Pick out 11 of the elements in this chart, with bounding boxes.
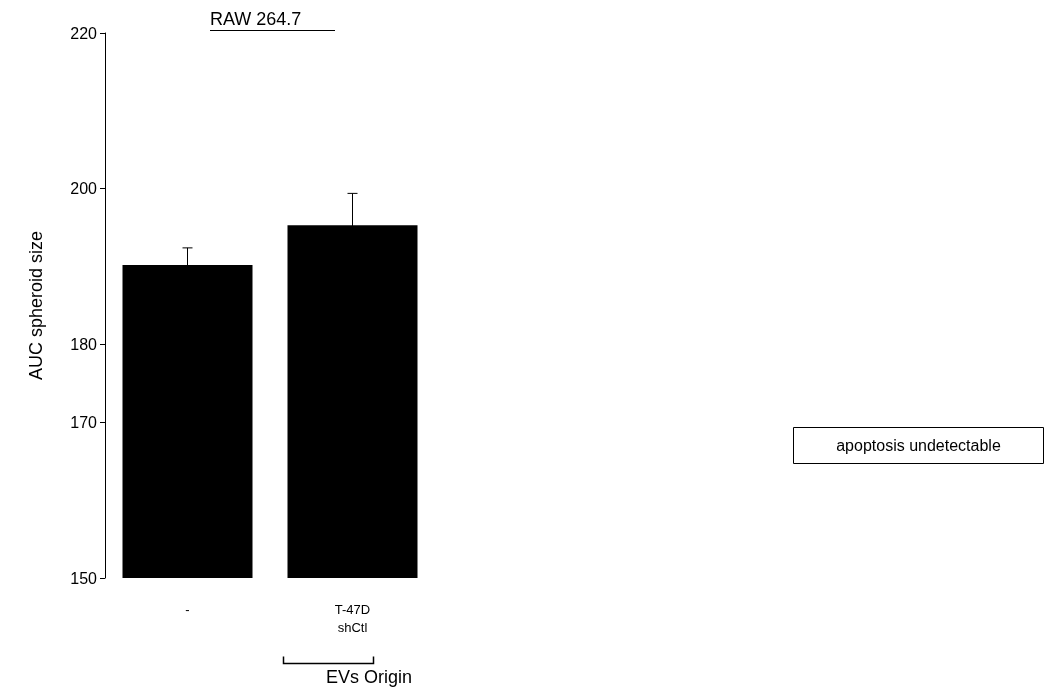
x-tick-label: T-47D shCtl xyxy=(334,601,371,635)
y-tick-label: 220 xyxy=(70,24,98,42)
y-tick-label: 170 xyxy=(70,413,98,431)
x-tick-label: - xyxy=(185,601,190,617)
y-tick-label: 180 xyxy=(70,335,98,353)
y-tick-label: 150 xyxy=(70,569,98,587)
text: apoptosis undetectable xyxy=(836,437,1001,454)
x-axis-title: EVs Origin xyxy=(326,667,413,687)
chart-title: RAW 264.7 xyxy=(210,9,302,29)
y-tick-label: 200 xyxy=(70,180,98,198)
y-axis-title: AUC spheroid size xyxy=(26,230,46,381)
